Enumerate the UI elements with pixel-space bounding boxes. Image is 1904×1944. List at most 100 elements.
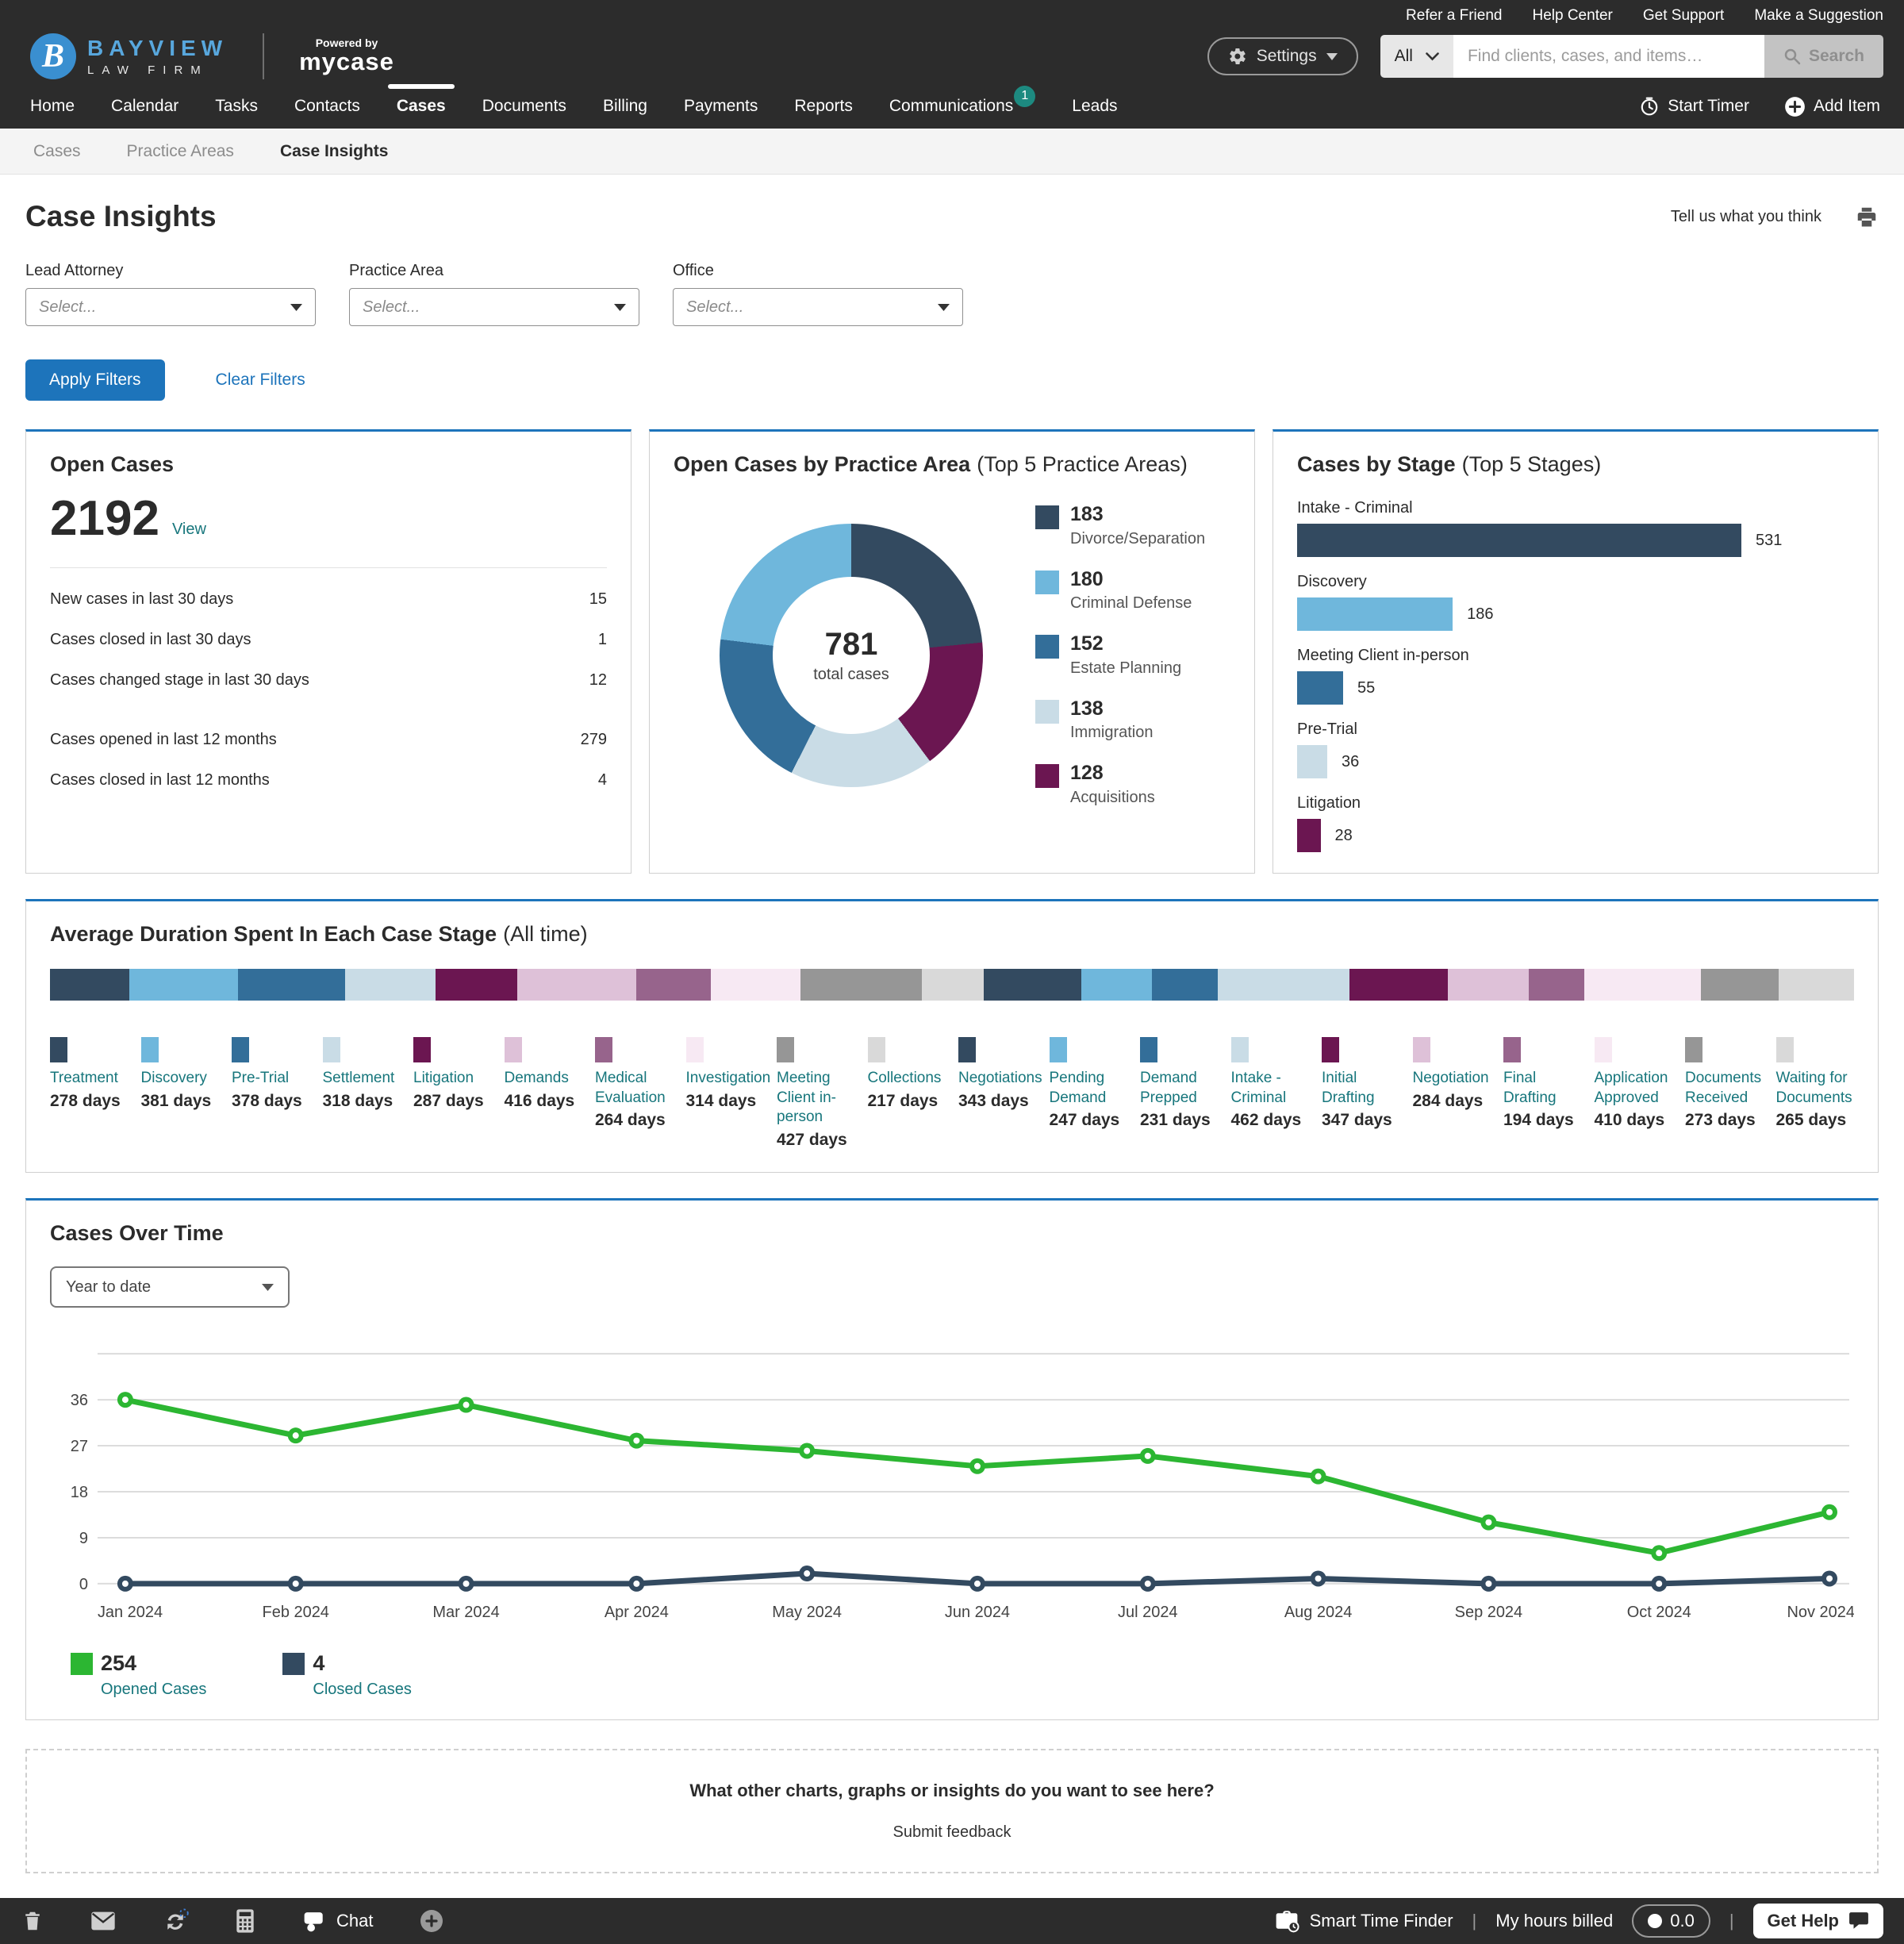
nav-item-leads[interactable]: Leads [1072, 84, 1117, 129]
stage-value: 28 [1334, 826, 1353, 844]
legend-label: Documents Received [1685, 1070, 1762, 1106]
legend-label: Immigration [1070, 724, 1154, 741]
search-scope-select[interactable]: All [1380, 35, 1453, 78]
legend-label: Discovery [140, 1070, 207, 1086]
my-hours-billed-label[interactable]: My hours billed [1495, 1911, 1614, 1931]
add-widget-icon[interactable] [419, 1908, 444, 1934]
stage-value: 55 [1357, 678, 1376, 697]
topbar-link-make-a-suggestion[interactable]: Make a Suggestion [1754, 7, 1883, 24]
search-input[interactable] [1453, 35, 1764, 78]
nav-item-calendar[interactable]: Calendar [111, 84, 178, 129]
bar-segment [1297, 524, 1741, 557]
bar-segment-intake-criminal [1217, 969, 1349, 1001]
topbar-link-get-support[interactable]: Get Support [1642, 7, 1725, 24]
start-timer-button[interactable]: Start Timer [1639, 96, 1749, 117]
smart-time-finder-button[interactable]: Smart Time Finder [1273, 1909, 1453, 1933]
nav-item-billing[interactable]: Billing [603, 84, 647, 129]
stage-value: 36 [1341, 752, 1360, 770]
trash-icon[interactable] [21, 1909, 44, 1933]
view-link[interactable]: View [171, 521, 206, 538]
hours-value: 0.0 [1670, 1911, 1695, 1931]
get-help-button[interactable]: Get Help [1752, 1904, 1883, 1938]
stat-label: Cases closed in last 30 days [50, 631, 251, 648]
timer-icon [1641, 97, 1658, 116]
svg-text:Aug 2024: Aug 2024 [1284, 1604, 1353, 1621]
apply-filters-button[interactable]: Apply Filters [25, 359, 165, 401]
search-icon [1784, 48, 1801, 65]
legend-item-waiting-for-documents: Waiting for Documents 265 days [1775, 1037, 1855, 1151]
legend-label: Litigation [413, 1070, 474, 1086]
chat-button[interactable]: Chat [301, 1909, 373, 1933]
bar-segment-documents-received [1700, 969, 1779, 1001]
cases-by-stage-title: Cases by Stage [1297, 452, 1456, 476]
legend-value: 462 days [1230, 1111, 1302, 1130]
legend-label: Treatment [50, 1070, 118, 1086]
subnav-item-practice-areas[interactable]: Practice Areas [126, 141, 234, 160]
tell-us-link[interactable]: Tell us what you think [1670, 207, 1821, 225]
stat-value: 15 [589, 590, 607, 608]
donut-legend: 183 Divorce/Separation 180 Criminal Defense… [1035, 503, 1205, 807]
legend-swatch [1140, 1037, 1157, 1062]
logo-divider [263, 33, 265, 79]
donut-total: 781 [824, 626, 878, 662]
legend-label: Negotiations [958, 1070, 1042, 1086]
donut-total-label: total cases [813, 665, 889, 683]
lead-attorney-select[interactable]: Select... [25, 288, 316, 326]
stat-row: Cases closed in last 12 months 4 [50, 771, 607, 790]
nav-item-communications[interactable]: Communications 1 [889, 84, 1036, 129]
nav-item-documents[interactable]: Documents [482, 84, 566, 129]
add-item-button[interactable]: Add Item [1784, 96, 1880, 117]
cases-by-stage-subtitle: (Top 5 Stages) [1461, 452, 1602, 476]
legend-label: Negotiation [1412, 1070, 1489, 1086]
practice-area-donut: 781 total cases [720, 523, 983, 787]
legend-value: 194 days [1503, 1111, 1574, 1130]
legend-swatch [1503, 1037, 1521, 1062]
office-select[interactable]: Select... [673, 288, 963, 326]
feedback-box: What other charts, graphs or insights do… [25, 1749, 1879, 1874]
nav-item-tasks[interactable]: Tasks [215, 84, 258, 129]
filter-label: Office [673, 262, 714, 279]
nav-item-home[interactable]: Home [30, 84, 75, 129]
legend-label: Criminal Defense [1070, 594, 1192, 612]
practice-area-select[interactable]: Select... [349, 288, 639, 326]
bar-segment-litigation [436, 969, 518, 1001]
legend-label: Acquisitions [1070, 788, 1155, 806]
subnav-item-cases[interactable]: Cases [33, 141, 81, 160]
topbar-link-refer-a-friend[interactable]: Refer a Friend [1406, 7, 1503, 24]
print-icon[interactable] [1855, 205, 1879, 229]
bar-segment [1297, 745, 1327, 778]
nav-item-reports[interactable]: Reports [794, 84, 853, 129]
subnav-item-case-insights[interactable]: Case Insights [279, 141, 389, 160]
legend-swatch [958, 1037, 976, 1062]
search-button[interactable]: Search [1764, 35, 1883, 78]
legend-value: 152 [1070, 632, 1104, 655]
nav-item-cases[interactable]: Cases [397, 84, 446, 129]
legend-swatch [685, 1037, 704, 1062]
envelope-icon[interactable] [90, 1911, 116, 1931]
legend-label: Initial Drafting [1322, 1070, 1375, 1106]
legend-item-pending-demand: Pending Demand 247 days [1049, 1037, 1128, 1151]
legend-value: 180 [1070, 567, 1104, 590]
topbar-link-help-center[interactable]: Help Center [1532, 7, 1613, 24]
time-range-select[interactable]: Year to date [50, 1266, 290, 1308]
hours-billed-pill[interactable]: 0.0 [1632, 1904, 1710, 1938]
legend-value: 278 days [50, 1091, 121, 1110]
legend-item-pre-trial: Pre-Trial 378 days [232, 1037, 310, 1151]
submit-feedback-link[interactable]: Submit feedback [892, 1823, 1012, 1842]
nav-item-label: Reports [794, 97, 853, 115]
legend-swatch [71, 1652, 93, 1675]
legend-text: 128 Acquisitions [1070, 762, 1155, 807]
legend-item: 183 Divorce/Separation [1035, 503, 1205, 548]
calculator-icon[interactable] [235, 1908, 255, 1934]
legend-label: Waiting for Documents [1775, 1070, 1852, 1106]
firm-logo[interactable]: B BAYVIEW LAW FIRM [30, 33, 228, 79]
nav-item-contacts[interactable]: Contacts [294, 84, 360, 129]
sync-icon[interactable] [162, 1908, 189, 1934]
filter-lead-attorney: Lead Attorney Select... [25, 262, 316, 326]
legend-label: Investigation [685, 1070, 771, 1086]
settings-button[interactable]: Settings [1207, 37, 1358, 75]
clear-filters-link[interactable]: Clear Filters [215, 371, 305, 389]
svg-text:Oct 2024: Oct 2024 [1627, 1604, 1691, 1621]
nav-item-payments[interactable]: Payments [684, 84, 758, 129]
speech-bubble-icon [1849, 1912, 1868, 1929]
